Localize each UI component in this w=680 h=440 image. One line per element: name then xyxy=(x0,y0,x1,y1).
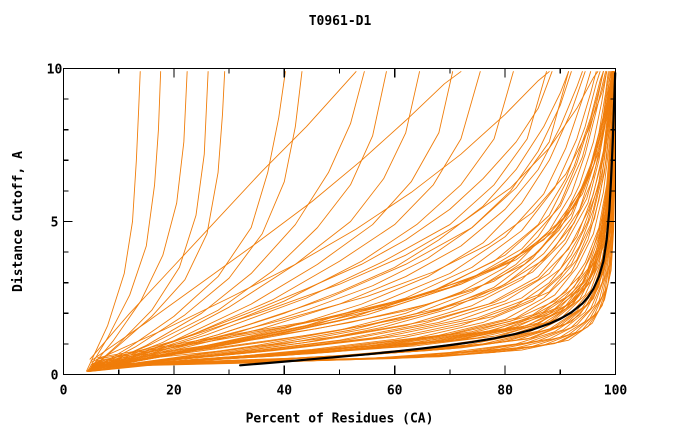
prediction-curve xyxy=(88,71,226,372)
prediction-curve xyxy=(86,71,141,372)
prediction-curve xyxy=(90,71,550,363)
prediction-curve xyxy=(92,71,586,371)
chart-title: T0961-D1 xyxy=(308,14,372,29)
x-tick-label: 40 xyxy=(276,384,292,399)
prediction-curve xyxy=(91,71,616,368)
prediction-curve xyxy=(90,71,607,370)
prediction-curve xyxy=(90,71,420,371)
prediction-curve xyxy=(86,81,616,372)
prediction-curve xyxy=(90,71,604,370)
axis-frame-layer xyxy=(62,67,617,376)
prediction-curve xyxy=(90,71,570,371)
prediction-curve xyxy=(90,71,614,371)
prediction-curve xyxy=(88,71,209,372)
y-tick-label: 10 xyxy=(47,63,63,78)
prediction-curve xyxy=(92,71,615,368)
prediction-curve xyxy=(93,71,615,365)
prediction-curve xyxy=(90,71,608,366)
prediction-curve xyxy=(95,71,614,368)
prediction-curve xyxy=(89,71,303,372)
prediction-curve xyxy=(90,71,616,368)
prediction-curve xyxy=(91,71,572,371)
prediction-curve xyxy=(92,71,616,367)
prediction-curve xyxy=(90,71,613,370)
prediction-curve xyxy=(92,71,547,371)
prediction-curve xyxy=(87,71,162,372)
prediction-curve xyxy=(95,71,604,370)
x-tick-label: 80 xyxy=(497,384,513,399)
prediction-curve xyxy=(93,71,597,370)
prediction-curve xyxy=(90,71,462,362)
prediction-curve xyxy=(96,71,613,362)
prediction-curve xyxy=(90,71,614,369)
prediction-curve xyxy=(90,71,365,372)
prediction-curve xyxy=(97,71,614,359)
prediction-curve xyxy=(89,71,357,360)
x-tick-label: 100 xyxy=(604,384,628,399)
prediction-curve xyxy=(95,71,613,363)
x-tick-label: 0 xyxy=(60,384,68,399)
curves-layer xyxy=(86,71,617,372)
reference-curve xyxy=(239,71,617,367)
prediction-curve xyxy=(91,71,599,365)
prediction-curve xyxy=(91,71,454,371)
prediction-curve xyxy=(90,71,553,371)
y-tick-label: 5 xyxy=(51,216,59,231)
prediction-curve xyxy=(92,71,615,368)
y-tick-label: 0 xyxy=(51,369,59,384)
prediction-curve xyxy=(95,71,604,370)
x-axis-title: Percent of Residues (CA) xyxy=(246,412,434,427)
prediction-curve xyxy=(91,71,608,370)
axis-labels-layer: 0 20 40 60 80 100 0 5 10 Percent of Residues (CA)… xyxy=(11,63,627,427)
prediction-curve xyxy=(91,71,616,368)
x-tick-label: 20 xyxy=(166,384,182,399)
prediction-curve xyxy=(90,71,387,371)
prediction-curve xyxy=(92,71,514,371)
prediction-curve xyxy=(87,71,188,372)
x-tick-label: 60 xyxy=(387,384,403,399)
y-axis-title: Distance Cutoff, A xyxy=(11,151,26,292)
